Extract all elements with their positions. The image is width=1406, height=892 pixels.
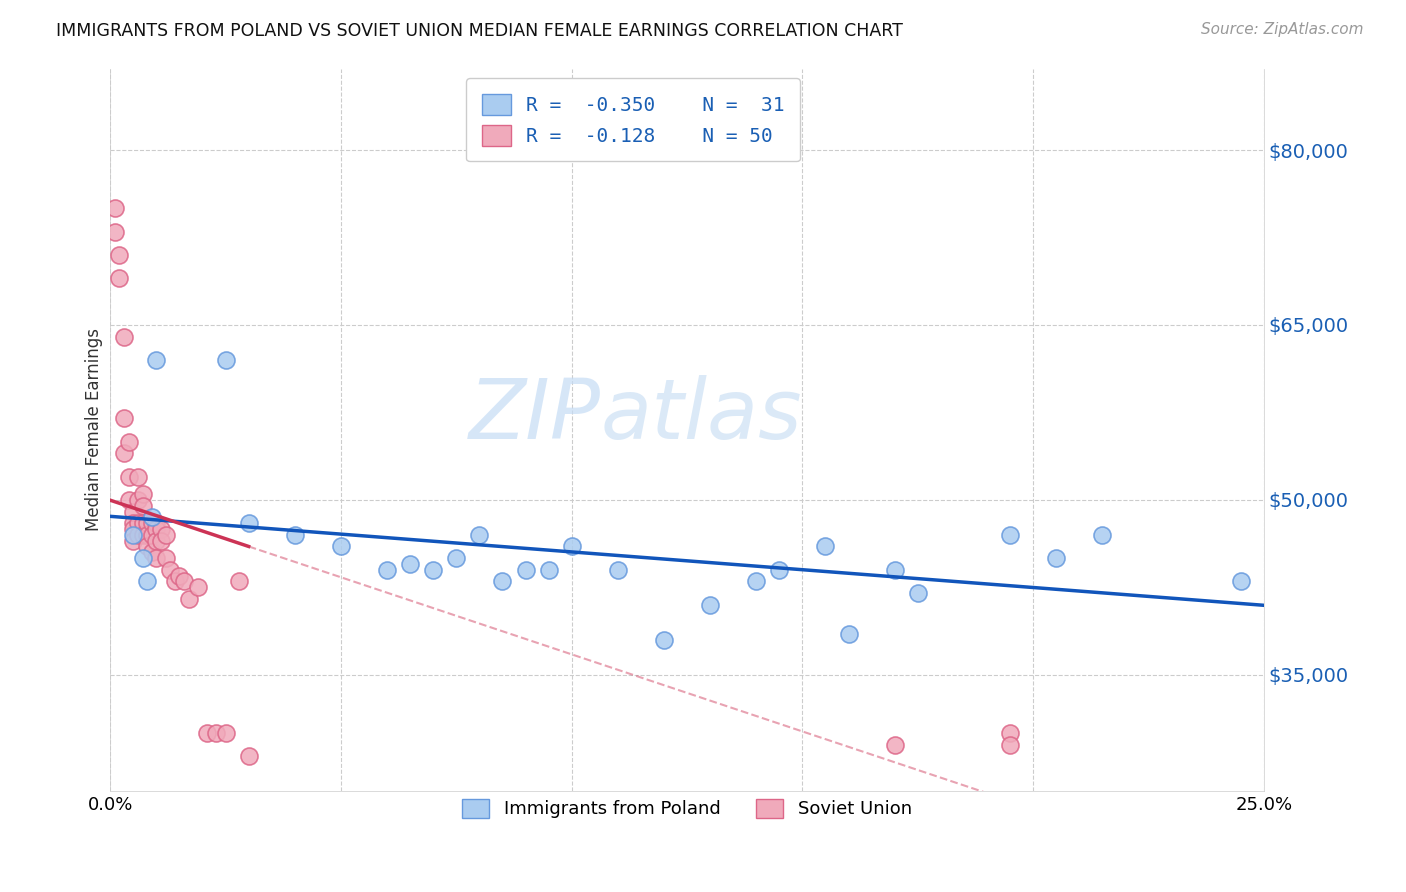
Point	[122, 522, 145, 536]
Point	[145, 551, 167, 566]
Point	[108, 271, 131, 285]
Point	[375, 563, 398, 577]
Point	[150, 522, 173, 536]
Point	[145, 522, 167, 536]
Point	[284, 528, 307, 542]
Point	[238, 749, 260, 764]
Point	[145, 516, 167, 531]
Point	[122, 533, 145, 548]
Point	[141, 510, 163, 524]
Point	[131, 499, 153, 513]
Point	[112, 446, 135, 460]
Point	[883, 563, 905, 577]
Point	[141, 528, 163, 542]
Point	[238, 516, 260, 531]
Point	[127, 492, 149, 507]
Point	[127, 516, 149, 531]
Point	[1091, 528, 1114, 542]
Point	[745, 574, 768, 589]
Point	[136, 516, 159, 531]
Point	[112, 411, 135, 425]
Point	[118, 469, 141, 483]
Point	[187, 580, 209, 594]
Point	[159, 563, 181, 577]
Point	[205, 726, 228, 740]
Point	[155, 528, 177, 542]
Point	[491, 574, 513, 589]
Point	[561, 540, 583, 554]
Point	[150, 533, 173, 548]
Point	[537, 563, 560, 577]
Point	[141, 516, 163, 531]
Y-axis label: Median Female Earnings: Median Female Earnings	[86, 328, 103, 532]
Point	[399, 557, 422, 571]
Point	[136, 540, 159, 554]
Point	[127, 469, 149, 483]
Point	[131, 487, 153, 501]
Point	[998, 738, 1021, 752]
Point	[136, 528, 159, 542]
Point	[515, 563, 537, 577]
Point	[141, 545, 163, 559]
Point	[422, 563, 444, 577]
Point	[112, 329, 135, 343]
Point	[177, 591, 200, 606]
Point	[195, 726, 218, 740]
Point	[883, 738, 905, 752]
Point	[1229, 574, 1251, 589]
Point	[907, 586, 929, 600]
Point	[214, 726, 236, 740]
Point	[838, 627, 860, 641]
Point	[118, 434, 141, 449]
Point	[446, 551, 468, 566]
Text: IMMIGRANTS FROM POLAND VS SOVIET UNION MEDIAN FEMALE EARNINGS CORRELATION CHART: IMMIGRANTS FROM POLAND VS SOVIET UNION M…	[56, 22, 903, 40]
Point	[163, 574, 186, 589]
Point	[145, 533, 167, 548]
Point	[173, 574, 195, 589]
Point	[145, 353, 167, 368]
Point	[814, 540, 837, 554]
Point	[606, 563, 628, 577]
Point	[122, 528, 145, 542]
Point	[104, 202, 127, 216]
Point	[127, 528, 149, 542]
Point	[652, 632, 675, 647]
Point	[131, 516, 153, 531]
Point	[122, 516, 145, 531]
Point	[169, 568, 191, 582]
Point	[330, 540, 353, 554]
Point	[1045, 551, 1067, 566]
Point	[228, 574, 250, 589]
Point	[136, 574, 159, 589]
Point	[155, 551, 177, 566]
Point	[104, 225, 127, 239]
Point	[699, 598, 721, 612]
Point	[214, 353, 236, 368]
Point	[108, 248, 131, 262]
Point	[998, 528, 1021, 542]
Point	[131, 528, 153, 542]
Point	[768, 563, 790, 577]
Text: ZIP: ZIP	[468, 375, 600, 456]
Point	[468, 528, 491, 542]
Point	[122, 504, 145, 518]
Point	[118, 492, 141, 507]
Text: Source: ZipAtlas.com: Source: ZipAtlas.com	[1201, 22, 1364, 37]
Point	[998, 726, 1021, 740]
Legend: Immigrants from Poland, Soviet Union: Immigrants from Poland, Soviet Union	[454, 791, 920, 826]
Text: atlas: atlas	[600, 375, 803, 456]
Point	[131, 551, 153, 566]
